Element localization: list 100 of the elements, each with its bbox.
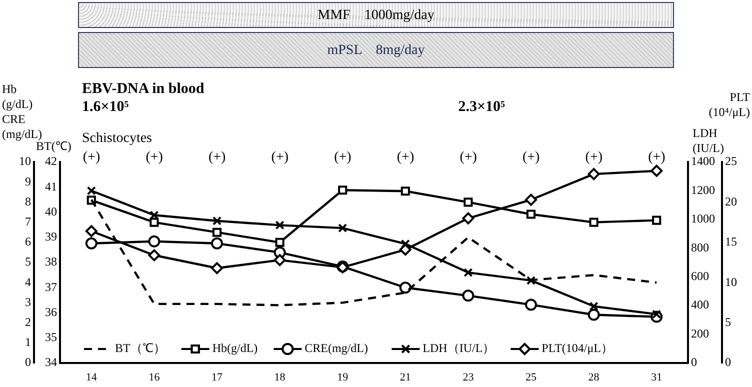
y2-axis-title: PLT (10⁴/μL): [708, 90, 750, 120]
point: [589, 218, 598, 227]
y2-tick-label: 20: [725, 194, 737, 208]
point: [462, 212, 474, 224]
annotation: (+): [585, 150, 603, 165]
x-tick-label: 21: [400, 371, 411, 384]
point: [211, 237, 223, 250]
y2-tick-label: 25: [725, 154, 737, 168]
x-tick-label: 28: [588, 371, 600, 384]
annotation: (+): [146, 150, 163, 165]
y2-tick-label: 35: [45, 330, 57, 344]
x-tick-label: 25: [526, 371, 537, 384]
y-tick-label: 1400: [691, 154, 715, 168]
point: [338, 186, 348, 195]
y2-tick-label: 42: [45, 154, 57, 168]
y-tick-label: 600: [691, 269, 709, 284]
y-tick-label: 6: [25, 234, 31, 249]
annotation: (+): [82, 150, 100, 165]
point: [148, 235, 160, 248]
annotation: (+): [334, 150, 352, 165]
point: [85, 225, 98, 238]
y2-tick-label: 34: [45, 355, 57, 370]
point: [275, 220, 284, 230]
y2-tick-label: 38: [45, 254, 57, 269]
x-tick-label: 31: [651, 371, 662, 384]
annotation: (+): [271, 150, 289, 165]
point: [148, 249, 160, 262]
legend-label: BT（℃）: [115, 341, 166, 356]
point: [525, 194, 537, 206]
point: [86, 186, 96, 196]
x-tick-label: 14: [86, 371, 98, 384]
legend-label: PLT(104/μL）: [542, 341, 613, 356]
point: [212, 228, 222, 237]
y-tick-label: 800: [691, 240, 709, 254]
y-tick-label: 5: [25, 254, 31, 269]
text: 2.3×10⁵: [458, 99, 505, 115]
annotation: (+): [396, 150, 414, 165]
point: [589, 302, 598, 311]
text: MMF 1000mg/day: [78, 2, 674, 28]
x-tick-label: 18: [274, 371, 286, 384]
point: [274, 254, 286, 266]
x-tick-label: 23: [462, 371, 474, 384]
y-tick-label: 200: [691, 326, 709, 340]
point: [464, 268, 473, 278]
point: [588, 168, 600, 180]
point: [526, 210, 536, 219]
y2-tick-label: 5: [725, 314, 731, 329]
y-tick-label: 3: [25, 294, 31, 309]
annotation: (+): [648, 150, 666, 165]
point: [338, 224, 348, 233]
point: [650, 164, 663, 177]
y-tick-label: 1: [25, 335, 31, 350]
y2-tick-label: 0: [725, 355, 731, 370]
annotation: (+): [522, 150, 540, 165]
text: 1.6×10⁵: [82, 99, 129, 115]
y-tick-label: 400: [691, 298, 709, 312]
point: [652, 216, 662, 225]
y2-tick-label: 15: [725, 234, 737, 249]
y-tick-label: 0: [691, 355, 697, 370]
y-tick-label: 4: [25, 274, 31, 289]
y-tick-label: 8: [25, 194, 31, 208]
y2-tick-label: 10: [725, 274, 737, 289]
legend-label: Hb(g/dL): [212, 341, 258, 356]
point: [399, 282, 412, 294]
y2-axis-title: BT(℃): [36, 139, 72, 154]
y-tick-label: 1000: [691, 212, 715, 226]
point: [85, 237, 98, 250]
y-axis-title: Hb (g/dL) CRE (mg/dL): [2, 82, 42, 141]
point: [462, 290, 474, 302]
point: [588, 308, 600, 321]
y-tick-label: 2: [25, 314, 31, 329]
y-tick-label: 0: [25, 355, 31, 370]
y-tick-label: 1200: [691, 182, 715, 197]
point: [526, 276, 536, 285]
y-axis-title: LDH (IU/L): [692, 126, 724, 156]
x-tick-label: 17: [212, 371, 223, 384]
legend-label: CRE(mg/dL): [304, 341, 368, 356]
point: [211, 262, 223, 274]
x-tick-label: 19: [337, 371, 349, 384]
point: [400, 186, 410, 196]
point: [464, 198, 473, 207]
point: [525, 298, 537, 311]
text: mPSL 8mg/day: [78, 32, 674, 68]
y-tick-label: 10: [19, 154, 31, 168]
y-tick-label: 7: [25, 214, 31, 228]
annotation: (+): [208, 150, 226, 165]
y2-tick-label: 41: [45, 179, 57, 194]
point: [212, 216, 222, 226]
y2-tick-label: 37: [45, 280, 57, 294]
annotation: (+): [460, 150, 477, 165]
y-tick-label: 9: [25, 174, 31, 188]
x-tick-label: 16: [148, 371, 160, 384]
text: Schistocytes: [82, 131, 152, 146]
point: [275, 238, 284, 247]
legend-label: LDH（IU/L）: [422, 341, 495, 356]
y2-tick-label: 39: [45, 230, 57, 244]
text: EBV-DNA in blood: [82, 81, 204, 97]
y2-tick-label: 36: [45, 304, 57, 319]
y2-tick-label: 40: [45, 204, 57, 218]
point: [150, 218, 159, 227]
